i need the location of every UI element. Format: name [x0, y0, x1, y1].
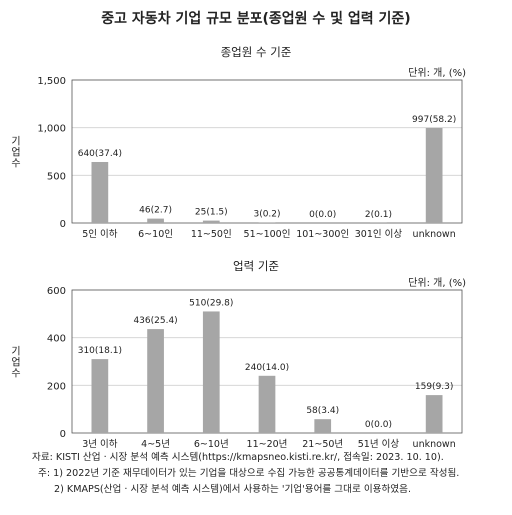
- chart2-bar: [314, 419, 332, 433]
- chart1-xtick-label: 51~100인: [244, 229, 291, 240]
- chart2-ytick-label: 200: [47, 381, 66, 392]
- chart1-employees: 0 500 1,000 1,500 기 업 수 640(37.4) 5인 이하 46(2.7) 6~…: [11, 76, 463, 240]
- chart1-ytick-label: 500: [47, 171, 66, 182]
- chart2-bar: [202, 311, 220, 433]
- chart2-ytick-label: 600: [47, 286, 66, 297]
- chart1-data-label: 2(0.1): [365, 210, 392, 220]
- chart1-ytick-label: 1,000: [37, 124, 66, 135]
- chart2-age: 0 200 400 600 기 업 수 310(18.1) 3년 이하 436(25.4) 4~5년…: [11, 286, 463, 450]
- chart2-data-label: 58(3.4): [306, 406, 339, 416]
- chart2-xtick-label: 21~50년: [302, 439, 343, 450]
- chart1-data-label: 0(0.0): [309, 210, 336, 220]
- chart1-data-label: 640(37.4): [78, 149, 122, 159]
- chart2-unit: 단위: 개, (%): [408, 278, 466, 289]
- chart1-xtick-label: 5인 이하: [82, 228, 118, 240]
- chart1-bar: [202, 220, 220, 223]
- chart2-xtick-label: 51년 이상: [358, 439, 400, 450]
- chart1-bar: [147, 218, 164, 223]
- chart2-data-label: 0(0.0): [365, 420, 392, 430]
- chart1-xtick-label: 301인 이상: [355, 229, 403, 240]
- chart1-unit: 단위: 개, (%): [408, 68, 466, 79]
- chart2-title: 업력 기준: [233, 259, 279, 273]
- chart2-bar: [147, 329, 164, 433]
- chart2-data-label: 159(9.3): [415, 382, 454, 392]
- chart1-xtick-label: 6~10인: [138, 229, 173, 240]
- chart1-data-label: 46(2.7): [139, 206, 172, 216]
- chart1-xtick-label: 101~300인: [296, 229, 349, 240]
- chart1-data-label: 25(1.5): [195, 208, 228, 218]
- chart1-xtick-label: 11~50인: [191, 229, 232, 240]
- source-note: 자료: KISTI 산업 · 시장 분석 예측 시스템(https://kmap…: [32, 452, 444, 463]
- chart1-data-label: 3(0.2): [253, 210, 280, 220]
- chart2-xtick-label: 3년 이하: [82, 438, 118, 450]
- chart1-ytick-label: 1,500: [37, 76, 66, 87]
- chart2-data-label: 436(25.4): [133, 316, 177, 326]
- chart1-bar: [91, 161, 109, 223]
- note-2: 2) KMAPS(산업 · 시장 분석 예측 시스템)에서 사용하는 '기업'용…: [54, 484, 411, 495]
- chart2-data-label: 510(29.8): [189, 298, 233, 308]
- chart2-ytick-label: 0: [60, 429, 66, 440]
- chart2-bar: [258, 375, 276, 433]
- chart2-xtick-label: 11~20년: [247, 439, 288, 450]
- chart2-ytick-label: 400: [47, 334, 66, 345]
- chart2-bar: [91, 359, 109, 433]
- page-title: 중고 자동차 기업 규모 분포(종업원 수 및 업력 기준): [101, 11, 411, 27]
- chart1-xtick-label: unknown: [413, 229, 456, 240]
- chart1-title: 종업원 수 기준: [220, 45, 292, 59]
- chart2-xtick-label: 6~10년: [194, 439, 229, 450]
- note-1: 주: 1) 2022년 기준 재무데이터가 있는 기업을 대상으로 수집 가능한…: [38, 468, 460, 479]
- notes: 자료: KISTI 산업 · 시장 분석 예측 시스템(https://kmap…: [32, 450, 459, 498]
- chart1-data-label: 997(58.2): [412, 115, 456, 125]
- chart2-data-label: 240(14.0): [245, 363, 289, 373]
- chart1-plot-frame: [71, 79, 463, 224]
- chart1-ytick-label: 0: [60, 219, 66, 230]
- chart2-bar: [425, 395, 443, 433]
- chart2-xtick-label: unknown: [413, 439, 456, 450]
- chart2-xtick-label: 4~5년: [141, 439, 170, 450]
- chart2-data-label: 310(18.1): [78, 346, 122, 356]
- chart1-bar: [425, 127, 443, 223]
